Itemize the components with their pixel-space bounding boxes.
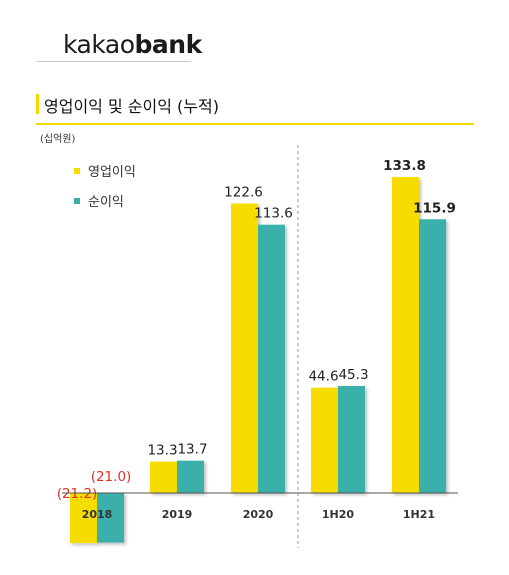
legend-swatch-net <box>74 197 80 204</box>
data-label-net-1H20: 45.3 <box>338 367 368 383</box>
kakaobank-logo: kakaobank <box>63 30 202 59</box>
x-tick-1H20: 1H20 <box>322 508 355 521</box>
bar-operating-1H21 <box>392 177 419 493</box>
bar-operating-2019 <box>150 461 177 493</box>
data-label-operating-1H21: 133.8 <box>383 158 426 174</box>
bar-net-2019 <box>177 460 204 493</box>
title-accent-bar <box>36 94 39 114</box>
data-label-net-1H21: 115.9 <box>413 200 456 216</box>
bars-layer <box>70 145 446 548</box>
bar-operating-1H20 <box>311 387 338 493</box>
labels-layer: (21.2)(21.0) 2018 13.3 13.7 2019 122.6 113.6 20… <box>57 158 458 521</box>
data-label-net-2018: (21.0) <box>91 469 132 485</box>
legend-label-operating: 영업이익 <box>88 165 136 180</box>
legend-label-net: 순이익 <box>88 195 124 210</box>
data-label-operating-2019: 13.3 <box>147 443 177 459</box>
legend-item-operating: 영업이익 <box>74 161 136 180</box>
bar-net-2020 <box>258 224 285 493</box>
data-label-operating-1H20: 44.6 <box>308 369 338 385</box>
legend-swatch-operating <box>74 167 80 174</box>
bar-net-1H21 <box>419 219 446 494</box>
x-tick-2019: 2019 <box>162 508 193 521</box>
x-tick-2020: 2020 <box>243 508 274 521</box>
bar-net-1H20 <box>338 386 365 493</box>
data-label-operating-2018: (21.2) <box>57 486 98 502</box>
chart-title: 영업이익 및 순이익 (누적) <box>44 97 219 116</box>
bar-net-2018 <box>97 493 124 543</box>
logo-underline <box>36 61 191 62</box>
bar-operating-2020 <box>231 203 258 493</box>
logo-light-text: kakao <box>63 30 135 59</box>
title-underline <box>36 123 474 125</box>
x-tick-2018: 2018 <box>82 508 113 521</box>
unit-label: (십억원) <box>40 134 76 145</box>
logo-bold-text: bank <box>134 30 203 59</box>
bar-operating-2018 <box>70 493 97 544</box>
legend-item-net: 순이익 <box>74 191 124 210</box>
x-tick-1H21: 1H21 <box>403 508 435 521</box>
data-label-operating-2020: 122.6 <box>224 184 263 200</box>
data-label-net-2019: 13.7 <box>177 442 207 458</box>
data-label-net-2020: 113.6 <box>254 206 293 222</box>
